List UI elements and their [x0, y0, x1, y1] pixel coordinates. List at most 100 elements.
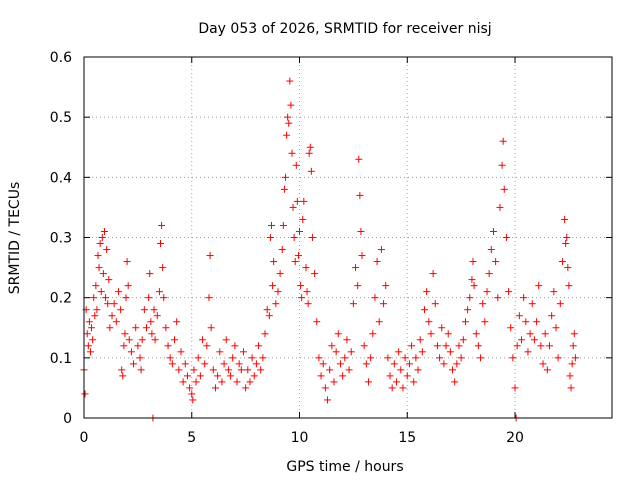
- data-point: [444, 330, 452, 338]
- data-point: [451, 378, 459, 386]
- data-point: [436, 354, 444, 362]
- y-tick-label: 0.3: [50, 231, 72, 247]
- data-point: [90, 294, 98, 302]
- data-point: [520, 294, 528, 302]
- data-point: [220, 360, 228, 368]
- data-point: [571, 354, 579, 362]
- data-point: [136, 354, 144, 362]
- data-point: [97, 288, 105, 296]
- data-points: [80, 77, 579, 422]
- data-point: [569, 342, 577, 350]
- data-point: [231, 342, 239, 350]
- data-point: [358, 252, 366, 260]
- data-point: [88, 324, 96, 332]
- data-point: [343, 336, 351, 344]
- data-point: [522, 318, 530, 326]
- data-point: [284, 113, 292, 121]
- data-point: [412, 354, 420, 362]
- data-point: [299, 215, 307, 223]
- data-point: [438, 324, 446, 332]
- data-point: [211, 384, 219, 392]
- data-point: [222, 336, 230, 344]
- data-point: [296, 227, 304, 235]
- data-point: [311, 270, 319, 278]
- data-point: [564, 264, 572, 272]
- y-tick-label: 0.6: [50, 50, 72, 66]
- data-point: [188, 390, 196, 398]
- data-point: [84, 342, 92, 350]
- data-point: [399, 384, 407, 392]
- data-point: [120, 342, 128, 350]
- axis-ticks: 0 0.1 0.2 0.3 0.4 0.5 0.6 0 5 10 15 20: [50, 50, 612, 446]
- data-point: [189, 396, 197, 404]
- data-point: [492, 258, 500, 266]
- data-point: [526, 330, 534, 338]
- data-point: [515, 312, 523, 320]
- data-point: [513, 342, 521, 350]
- data-point: [175, 366, 183, 374]
- data-point: [334, 330, 342, 338]
- data-point: [496, 203, 504, 211]
- data-point: [336, 360, 344, 368]
- data-point: [442, 342, 450, 350]
- data-point: [287, 101, 295, 109]
- data-point: [302, 264, 310, 272]
- data-point: [509, 354, 517, 362]
- data-point: [552, 324, 560, 332]
- data-point: [282, 173, 290, 181]
- y-tick-label: 0.2: [50, 291, 72, 307]
- data-point: [160, 294, 168, 302]
- data-point: [92, 282, 100, 290]
- data-point: [369, 330, 377, 338]
- data-point: [147, 318, 155, 326]
- data-point: [543, 366, 551, 374]
- data-point: [461, 318, 469, 326]
- data-point: [524, 348, 532, 356]
- data-point: [125, 336, 133, 344]
- data-point: [339, 372, 347, 380]
- data-point: [266, 234, 274, 241]
- data-point: [123, 258, 131, 266]
- data-point: [192, 378, 200, 386]
- data-point: [85, 318, 93, 326]
- data-point: [453, 360, 461, 368]
- data-point: [561, 215, 569, 223]
- data-point: [285, 119, 293, 127]
- data-point: [108, 312, 116, 320]
- data-point: [250, 372, 258, 380]
- data-point: [229, 354, 237, 362]
- data-point: [304, 300, 312, 308]
- data-point: [567, 384, 575, 392]
- data-point: [246, 378, 254, 386]
- data-point: [293, 197, 301, 205]
- data-point: [93, 306, 101, 314]
- data-point: [483, 288, 491, 296]
- data-point: [470, 282, 478, 290]
- data-point: [563, 234, 571, 241]
- x-tick-label: 15: [398, 430, 416, 446]
- data-point: [429, 270, 437, 278]
- data-point: [127, 348, 135, 356]
- data-point: [290, 234, 298, 241]
- data-point: [86, 348, 94, 356]
- data-point: [300, 197, 308, 205]
- data-point: [119, 372, 127, 380]
- data-point: [319, 360, 327, 368]
- data-point: [352, 264, 360, 272]
- data-point: [104, 300, 112, 308]
- data-point: [181, 360, 189, 368]
- data-point: [562, 240, 570, 248]
- data-point: [242, 384, 250, 392]
- data-point: [446, 348, 454, 356]
- x-tick-label: 0: [80, 430, 89, 446]
- data-point: [259, 354, 267, 362]
- data-point: [371, 294, 379, 302]
- data-point: [494, 294, 502, 302]
- data-point: [89, 336, 97, 344]
- data-point: [218, 378, 226, 386]
- data-point: [270, 258, 278, 266]
- data-point: [386, 372, 394, 380]
- data-point: [472, 330, 480, 338]
- data-point: [292, 161, 300, 169]
